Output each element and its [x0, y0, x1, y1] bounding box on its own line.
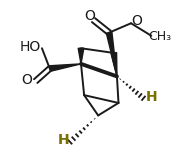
Polygon shape	[78, 48, 84, 64]
Polygon shape	[106, 32, 117, 76]
Polygon shape	[49, 64, 81, 71]
Polygon shape	[111, 53, 117, 76]
Text: O: O	[22, 73, 33, 87]
Text: HO: HO	[20, 41, 41, 55]
Text: H: H	[58, 133, 70, 147]
Text: O: O	[131, 14, 142, 28]
Text: H: H	[145, 90, 157, 104]
Text: O: O	[84, 9, 95, 23]
Text: CH₃: CH₃	[148, 30, 171, 43]
